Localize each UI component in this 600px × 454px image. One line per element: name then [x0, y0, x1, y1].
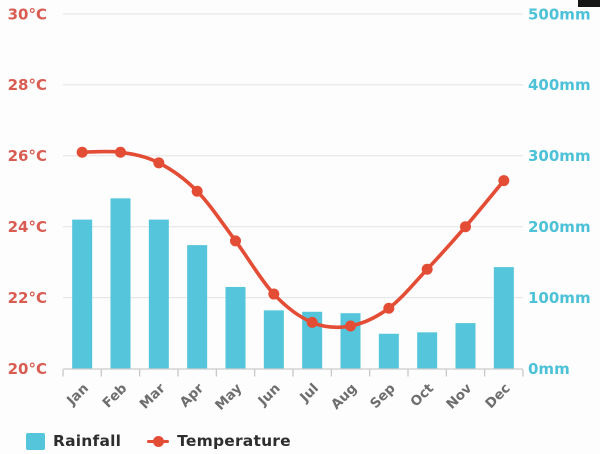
x-axis-label-may: May: [212, 380, 245, 413]
rainfall-bar-apr: [187, 245, 208, 369]
y-axis-right-label: 300mm: [528, 147, 591, 165]
rainfall-bar-oct: [417, 332, 438, 369]
temperature-point-mar: [153, 157, 165, 169]
rainfall-bar-dec: [493, 267, 514, 369]
x-axis-label-jun: Jun: [254, 381, 283, 410]
temperature-point-jan: [76, 146, 88, 158]
temperature-point-apr: [191, 185, 203, 197]
temperature-point-dec: [498, 175, 510, 187]
y-axis-right-label: 0mm: [528, 360, 570, 378]
x-axis-label-feb: Feb: [100, 380, 131, 411]
rainfall-bar-sep: [378, 333, 399, 369]
x-axis-label-jan: Jan: [63, 381, 92, 410]
rainfall-bar-jun: [263, 310, 284, 369]
x-axis-label-mar: Mar: [137, 380, 169, 412]
temperature-line: [80, 149, 506, 330]
y-axis-left-label: 30°C: [8, 5, 47, 23]
y-axis-left-label: 24°C: [8, 218, 47, 236]
y-axis-right-label: 100mm: [528, 289, 591, 307]
temperature-line-marker-icon: [147, 435, 170, 447]
rainfall-bar-feb: [110, 198, 131, 369]
legend-item-temperature[interactable]: Temperature: [147, 432, 291, 450]
x-axis-label-aug: Aug: [328, 381, 360, 413]
corner-artifact: [578, 0, 600, 7]
temperature-point-feb: [115, 146, 126, 158]
temperature-point-nov: [460, 221, 471, 233]
x-axis-label-apr: Apr: [177, 380, 207, 410]
legend-item-rainfall[interactable]: Rainfall: [26, 432, 121, 450]
rainfall-bar-may: [225, 286, 246, 369]
x-axis-label-oct: Oct: [407, 380, 437, 410]
rainfall-bar-mar: [148, 219, 169, 369]
x-axis-label-sep: Sep: [367, 380, 399, 412]
temperature-point-aug: [345, 320, 356, 332]
chart-legend: Rainfall Temperature: [26, 430, 291, 452]
temperature-point-jul: [306, 316, 318, 328]
y-axis-right-label: 400mm: [528, 76, 591, 94]
temperature-point-sep: [383, 302, 395, 314]
temperature-point-may: [230, 235, 241, 247]
temperature-point-oct: [421, 263, 433, 275]
y-axis-left-label: 22°C: [8, 289, 47, 307]
y-axis-left-label: 20°C: [8, 360, 47, 378]
x-axis-label-nov: Nov: [443, 380, 475, 412]
legend-label-rainfall: Rainfall: [53, 432, 122, 450]
y-axis-left-label: 28°C: [8, 76, 47, 94]
y-axis-right-label: 500mm: [528, 5, 591, 23]
legend-label-temperature: Temperature: [177, 432, 291, 450]
temperature-point-jun: [268, 288, 280, 300]
x-axis-label-jul: Jul: [296, 381, 322, 407]
y-axis-right-label: 200mm: [528, 218, 591, 236]
rainfall-swatch-icon: [26, 432, 45, 450]
rainfall-bar-nov: [455, 323, 476, 369]
rainfall-bar-jan: [72, 219, 93, 369]
y-axis-left-label: 26°C: [8, 147, 47, 165]
x-axis-label-dec: Dec: [482, 381, 513, 412]
